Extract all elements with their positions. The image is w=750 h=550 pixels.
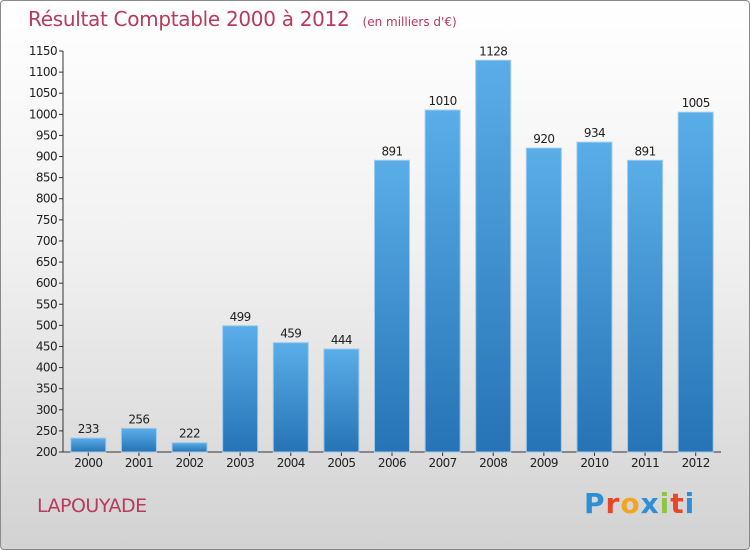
y-tick-label: 250 bbox=[36, 424, 57, 438]
bar bbox=[374, 159, 410, 453]
y-tick-label: 350 bbox=[36, 382, 57, 396]
logo-letter: t bbox=[670, 487, 685, 520]
y-tick-label: 600 bbox=[36, 276, 57, 290]
bar bbox=[222, 325, 259, 453]
data-label: 444 bbox=[331, 333, 352, 347]
bar bbox=[475, 59, 512, 453]
bar bbox=[120, 427, 157, 453]
x-tick-label: 2005 bbox=[327, 456, 355, 470]
x-tick-label: 2002 bbox=[175, 456, 203, 470]
x-tick-label: 2011 bbox=[631, 456, 659, 470]
y-tick-label: 700 bbox=[36, 234, 57, 248]
x-tick-label: 2012 bbox=[682, 456, 710, 470]
location-name: LAPOUYADE bbox=[37, 495, 147, 517]
y-tick-label: 950 bbox=[36, 128, 57, 142]
x-tick-label: 2009 bbox=[530, 456, 558, 470]
data-label: 222 bbox=[179, 427, 200, 441]
x-tick-label: 2007 bbox=[429, 456, 457, 470]
y-tick-label: 850 bbox=[36, 171, 57, 185]
x-tick-label: 2001 bbox=[125, 456, 153, 470]
logo-letter: r bbox=[605, 487, 621, 520]
bar bbox=[677, 111, 714, 453]
bar bbox=[171, 442, 208, 453]
y-tick-label: 300 bbox=[36, 403, 57, 417]
y-tick-label: 750 bbox=[36, 213, 57, 227]
logo-letter: i bbox=[684, 487, 696, 520]
data-label: 1128 bbox=[479, 44, 507, 58]
y-tick-label: 800 bbox=[36, 192, 57, 206]
logo-letter: o bbox=[620, 487, 641, 520]
proxiti-logo: Proxiti bbox=[584, 487, 695, 520]
data-label: 920 bbox=[533, 132, 554, 146]
y-tick-label: 400 bbox=[36, 361, 57, 375]
y-tick-label: 1000 bbox=[29, 107, 57, 121]
data-labels: 233 256 222 499 459 444 891 1010 1128 920 934 891 10… bbox=[78, 44, 711, 441]
y-tick-label: 200 bbox=[36, 445, 57, 459]
x-tick-label: 2004 bbox=[277, 456, 305, 470]
logo-letter: i bbox=[659, 487, 671, 520]
data-label: 1010 bbox=[429, 94, 457, 108]
data-label: 499 bbox=[230, 310, 251, 324]
x-tick-label: 2006 bbox=[378, 456, 406, 470]
data-label: 891 bbox=[635, 144, 656, 158]
chart-title: Résultat Comptable 2000 à 2012 bbox=[28, 7, 350, 31]
bar bbox=[323, 348, 360, 453]
y-tick-label: 1100 bbox=[29, 65, 57, 79]
y-tick-label: 1150 bbox=[29, 44, 57, 58]
bar bbox=[576, 141, 613, 453]
logo-letter: P bbox=[584, 487, 606, 520]
title-row: Résultat Comptable 2000 à 2012 (en milli… bbox=[28, 7, 457, 31]
x-tick-label: 2010 bbox=[580, 456, 608, 470]
data-label: 233 bbox=[78, 422, 99, 436]
logo-letter: x bbox=[640, 487, 660, 520]
data-label: 934 bbox=[584, 126, 605, 140]
data-label: 891 bbox=[381, 144, 402, 158]
y-tick-label: 550 bbox=[36, 297, 57, 311]
unit-label: (en milliers d'€) bbox=[362, 15, 457, 29]
y-tick-label: 650 bbox=[36, 255, 57, 269]
y-tick-label: 1050 bbox=[29, 86, 57, 100]
y-tick-label: 500 bbox=[36, 318, 57, 332]
bar bbox=[627, 159, 664, 453]
bar bbox=[525, 147, 562, 453]
y-tick-label: 450 bbox=[36, 339, 57, 353]
bar bbox=[424, 109, 461, 453]
x-tick-label: 2000 bbox=[74, 456, 102, 470]
data-label: 459 bbox=[280, 327, 301, 341]
bar bbox=[70, 437, 107, 453]
x-tick-label: 2003 bbox=[226, 456, 254, 470]
bars bbox=[70, 59, 714, 453]
axes: 200 250 300 350 400 450 500 550 600 650 700 750 800 8… bbox=[29, 44, 721, 470]
x-tick-label: 2008 bbox=[479, 456, 507, 470]
data-label: 256 bbox=[128, 412, 149, 426]
bar bbox=[272, 342, 309, 453]
y-tick-label: 900 bbox=[36, 150, 57, 164]
data-label: 1005 bbox=[682, 96, 710, 110]
